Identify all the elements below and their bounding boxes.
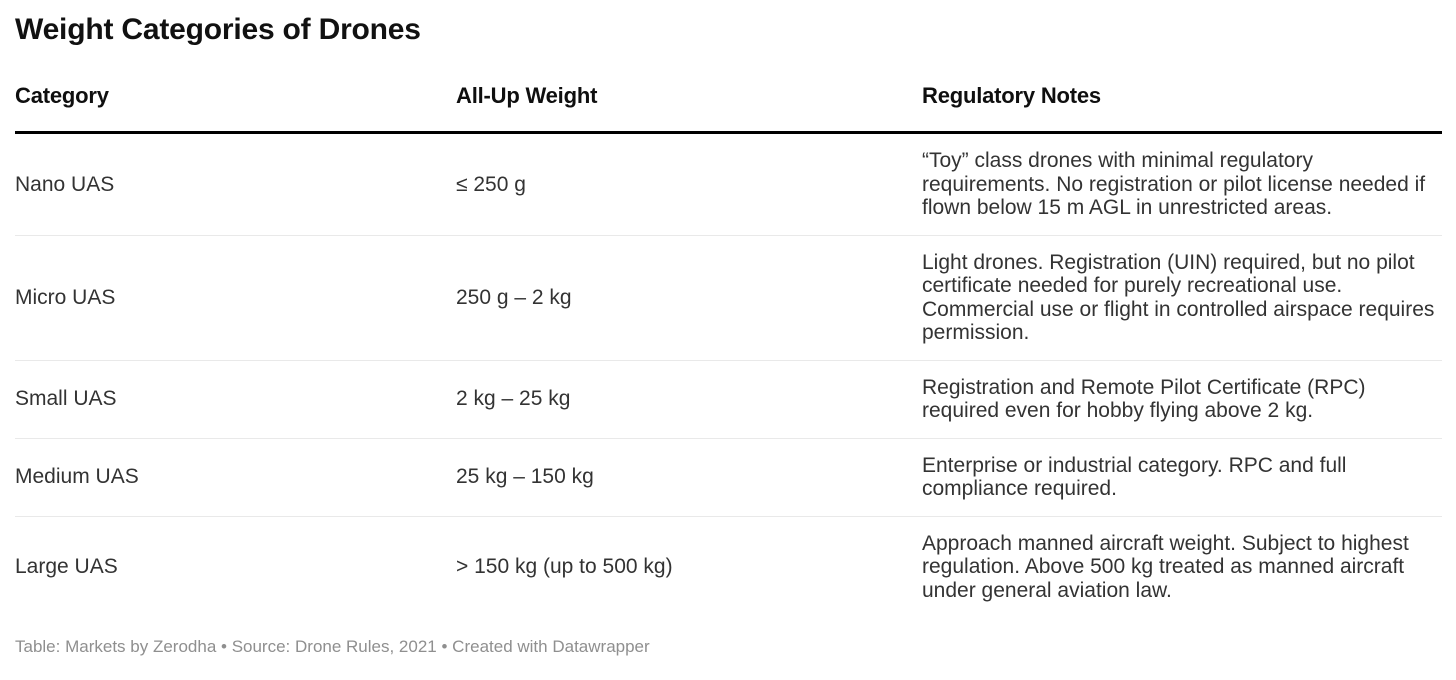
table-row: Micro UAS 250 g – 2 kg Light drones. Reg…: [15, 235, 1442, 361]
table-row: Small UAS 2 kg – 25 kg Registration and …: [15, 360, 1442, 439]
cell-notes: Registration and Remote Pilot Certificat…: [922, 360, 1442, 439]
cell-notes: Enterprise or industrial category. RPC a…: [922, 438, 1442, 517]
cell-notes: Light drones. Registration (UIN) require…: [922, 235, 1442, 361]
footer-table-prefix: Table:: [15, 637, 66, 656]
weight-categories-table: Category All-Up Weight Regulatory Notes …: [15, 84, 1442, 617]
footer-source-prefix: Source:: [231, 637, 295, 656]
table-body: Nano UAS ≤ 250 g “Toy” class drones with…: [15, 132, 1442, 618]
footer-created-prefix: Created with: [452, 637, 553, 656]
table-row: Medium UAS 25 kg – 150 kg Enterprise or …: [15, 438, 1442, 517]
footer-table-byline-link[interactable]: Markets by Zerodha: [65, 637, 217, 656]
cell-notes: “Toy” class drones with minimal regulato…: [922, 132, 1442, 236]
column-header-weight: All-Up Weight: [456, 84, 922, 134]
cell-weight: 2 kg – 25 kg: [456, 360, 922, 439]
table-row: Large UAS > 150 kg (up to 500 kg) Approa…: [15, 516, 1442, 617]
header-row: Category All-Up Weight Regulatory Notes: [15, 84, 1442, 134]
cell-category: Small UAS: [15, 360, 456, 439]
footer-datawrapper-link[interactable]: Datawrapper: [552, 637, 650, 656]
cell-category: Large UAS: [15, 555, 118, 578]
datawrapper-table-embed: Weight Categories of Drones Category All…: [0, 12, 1456, 680]
footer-source-link[interactable]: Drone Rules, 2021: [295, 637, 437, 656]
cell-weight: 250 g – 2 kg: [456, 235, 922, 361]
column-header-regulatory-notes: Regulatory Notes: [922, 84, 1442, 134]
cell-weight: 25 kg – 150 kg: [456, 438, 922, 517]
cell-notes: Approach manned aircraft weight. Subject…: [922, 531, 1409, 602]
cell-category: Nano UAS: [15, 132, 456, 236]
footer-separator: •: [436, 637, 453, 656]
attribution-footer: Table: Markets by Zerodha • Source: Dron…: [15, 637, 1456, 657]
cell-category: Medium UAS: [15, 438, 456, 517]
table-row: Nano UAS ≤ 250 g “Toy” class drones with…: [15, 132, 1442, 236]
cell-category: Micro UAS: [15, 235, 456, 361]
footer-separator: •: [216, 637, 232, 656]
chart-title: Weight Categories of Drones: [15, 13, 421, 46]
cell-weight: > 150 kg (up to 500 kg): [456, 555, 673, 578]
column-header-category: Category: [15, 84, 456, 134]
table-header: Category All-Up Weight Regulatory Notes: [15, 84, 1442, 134]
cell-weight: ≤ 250 g: [456, 132, 922, 236]
